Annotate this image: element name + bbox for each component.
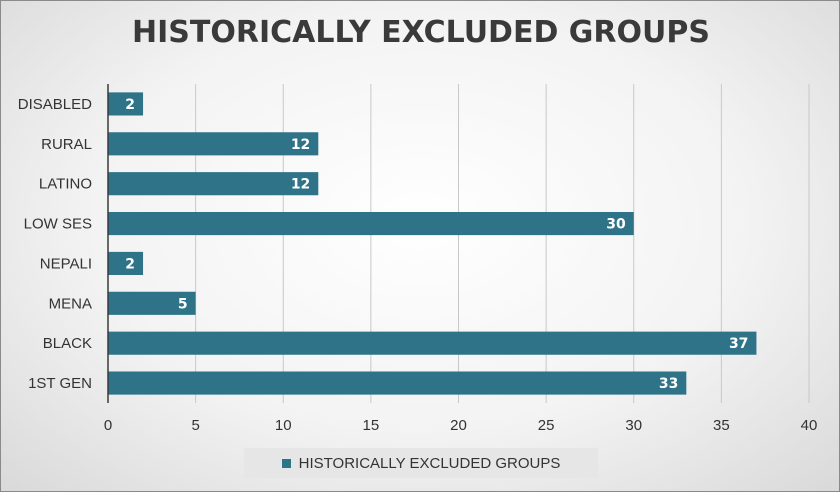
x-tick-label: 35	[713, 417, 730, 434]
bar	[108, 92, 144, 116]
x-tick-label: 25	[538, 417, 555, 434]
legend: HISTORICALLY EXCLUDED GROUPS	[244, 448, 598, 478]
category-label: MENA	[49, 295, 92, 312]
category-label: RURAL	[41, 136, 92, 153]
bar	[108, 331, 757, 355]
category-label: NEPALI	[40, 255, 92, 272]
category-label: LOW SES	[24, 216, 92, 233]
bar-data-label: 33	[659, 376, 678, 392]
x-tick-label: 5	[191, 417, 199, 434]
legend-swatch	[281, 458, 291, 468]
x-tick-label: 15	[363, 417, 380, 434]
bar-data-label: 12	[291, 177, 310, 193]
bar	[108, 132, 319, 156]
bar	[108, 211, 634, 236]
category-label: 1ST GEN	[28, 375, 92, 392]
bars: 2 12 12 30 2 5 37 33	[108, 92, 757, 395]
bar	[108, 291, 196, 315]
bar-data-label: 37	[729, 336, 748, 352]
category-labels: DISABLED RURAL LATINO LOW SES NEPALI MENA BLAC…	[18, 96, 92, 392]
x-tick-label: 0	[104, 417, 112, 434]
category-label: DISABLED	[18, 96, 92, 113]
chart-title: HISTORICALLY EXCLUDED GROUPS	[132, 15, 710, 50]
x-tick-label: 40	[801, 417, 818, 434]
bar	[108, 251, 144, 276]
category-label: BLACK	[43, 335, 92, 352]
gridlines	[195, 84, 810, 403]
legend-label: HISTORICALLY EXCLUDED GROUPS	[298, 454, 561, 472]
bar-data-label: 2	[125, 97, 135, 113]
bar-data-label: 2	[125, 256, 135, 272]
x-tick-label: 30	[625, 417, 642, 434]
bar	[108, 371, 687, 395]
tick-labels: 0 5 10 15 20 25 30 35 40	[104, 417, 818, 434]
x-tick-label: 10	[275, 417, 292, 434]
bar-data-label: 5	[178, 296, 188, 312]
bar-data-label: 12	[291, 137, 310, 153]
category-label: LATINO	[39, 176, 92, 193]
bar-data-label: 30	[606, 217, 626, 233]
x-tick-label: 20	[450, 417, 467, 434]
bar	[108, 172, 319, 196]
